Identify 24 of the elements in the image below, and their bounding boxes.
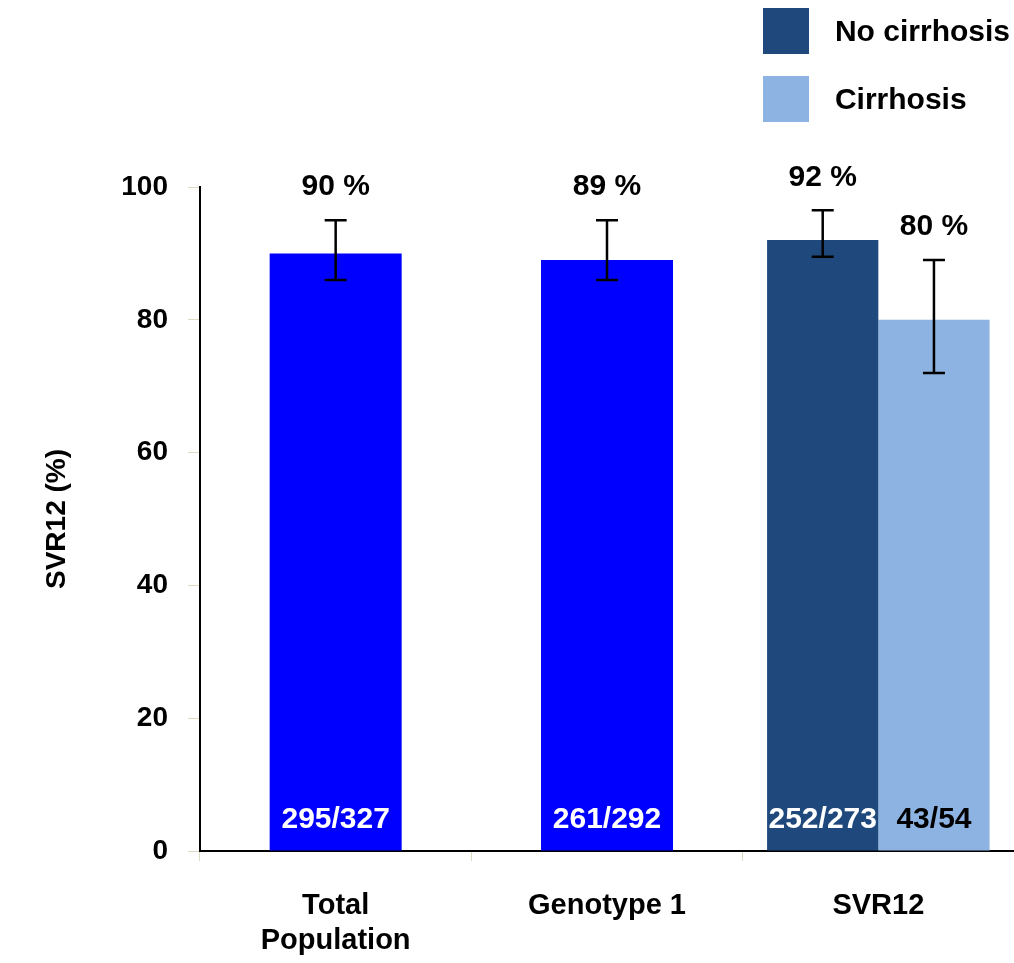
- y-axis-title: SVR12 (%): [39, 448, 71, 590]
- x-tick-label: SVR12: [832, 888, 925, 921]
- y-tick-label: 60: [136, 435, 168, 467]
- data-label: 90 %: [301, 168, 370, 202]
- data-label: 89 %: [572, 168, 642, 202]
- bar: [269, 253, 402, 851]
- y-tick-label: 20: [136, 700, 168, 732]
- annotation: 43/54: [896, 800, 972, 834]
- annotation: 252/273: [768, 800, 877, 834]
- annotation: 261/292: [552, 800, 662, 834]
- legend-label: Cirrhosis: [834, 82, 967, 116]
- data-label: 80 %: [899, 208, 969, 242]
- bar: [541, 260, 673, 851]
- legend-label: No cirrhosis: [834, 14, 1010, 48]
- y-tick-label: 40: [136, 568, 168, 600]
- data-label: 92 %: [788, 158, 857, 192]
- y-tick-label: 100: [121, 169, 168, 201]
- annotation: 295/327: [281, 800, 390, 834]
- bar: [878, 319, 990, 851]
- x-tick-label: Total Population: [260, 888, 411, 956]
- x-tick-label: Genotype 1: [528, 888, 686, 921]
- bar: [767, 240, 879, 851]
- y-tick-label: 0: [152, 833, 168, 865]
- y-tick-label: 80: [136, 302, 168, 334]
